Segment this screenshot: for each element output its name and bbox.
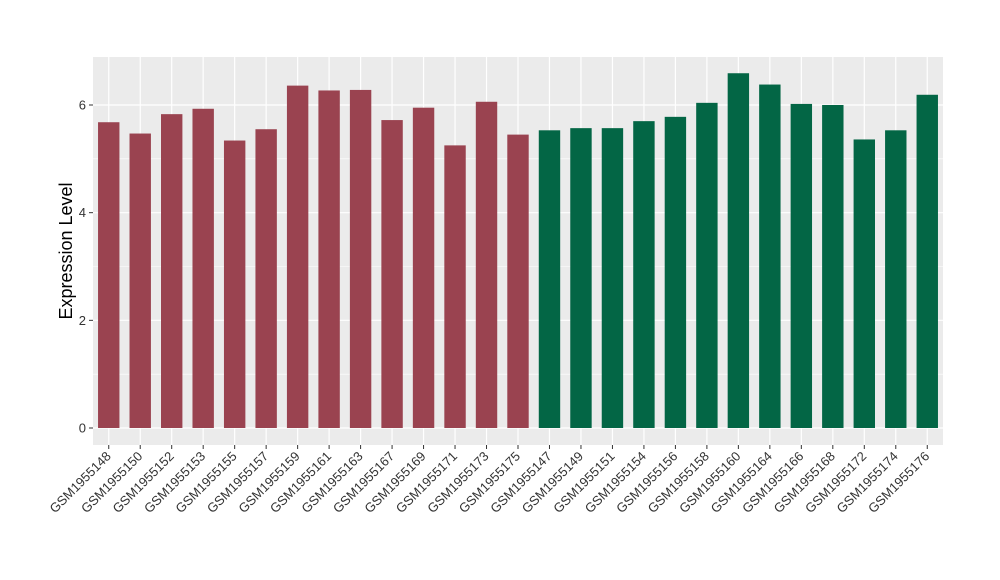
- bar-GSM1955176: [916, 94, 938, 428]
- bar-GSM1955161: [318, 90, 340, 428]
- bar-GSM1955152: [161, 114, 183, 428]
- y-axis-title: Expression Level: [56, 182, 76, 319]
- bar-GSM1955166: [790, 103, 813, 428]
- bar-GSM1955157: [255, 129, 277, 428]
- bar-GSM1955154: [633, 121, 655, 429]
- bar-GSM1955163: [349, 89, 372, 428]
- bar-GSM1955153: [192, 108, 214, 428]
- bar-GSM1955159: [286, 85, 309, 429]
- y-tick-label: 2: [79, 313, 86, 328]
- bar-GSM1955149: [570, 128, 592, 429]
- y-tick-label: 4: [79, 205, 86, 220]
- y-tick-label: 0: [79, 421, 86, 436]
- bar-GSM1955148: [98, 122, 120, 428]
- bar-GSM1955171: [444, 145, 466, 428]
- bar-GSM1955156: [664, 116, 687, 429]
- bar-GSM1955169: [412, 107, 435, 429]
- bars: [98, 73, 938, 429]
- bar-GSM1955158: [696, 102, 718, 428]
- bar-GSM1955151: [601, 128, 624, 429]
- y-tick-label: 6: [79, 98, 86, 113]
- bar-GSM1955167: [381, 120, 403, 428]
- bar-GSM1955175: [507, 134, 529, 428]
- bar-GSM1955168: [822, 105, 844, 428]
- bar-GSM1955172: [853, 139, 875, 428]
- bar-GSM1955150: [129, 133, 151, 428]
- bar-GSM1955164: [759, 84, 781, 428]
- bar-GSM1955147: [538, 130, 561, 428]
- bar-GSM1955173: [475, 101, 498, 429]
- bar-GSM1955174: [885, 130, 907, 428]
- bar-GSM1955155: [223, 140, 246, 428]
- bar-GSM1955160: [727, 73, 750, 428]
